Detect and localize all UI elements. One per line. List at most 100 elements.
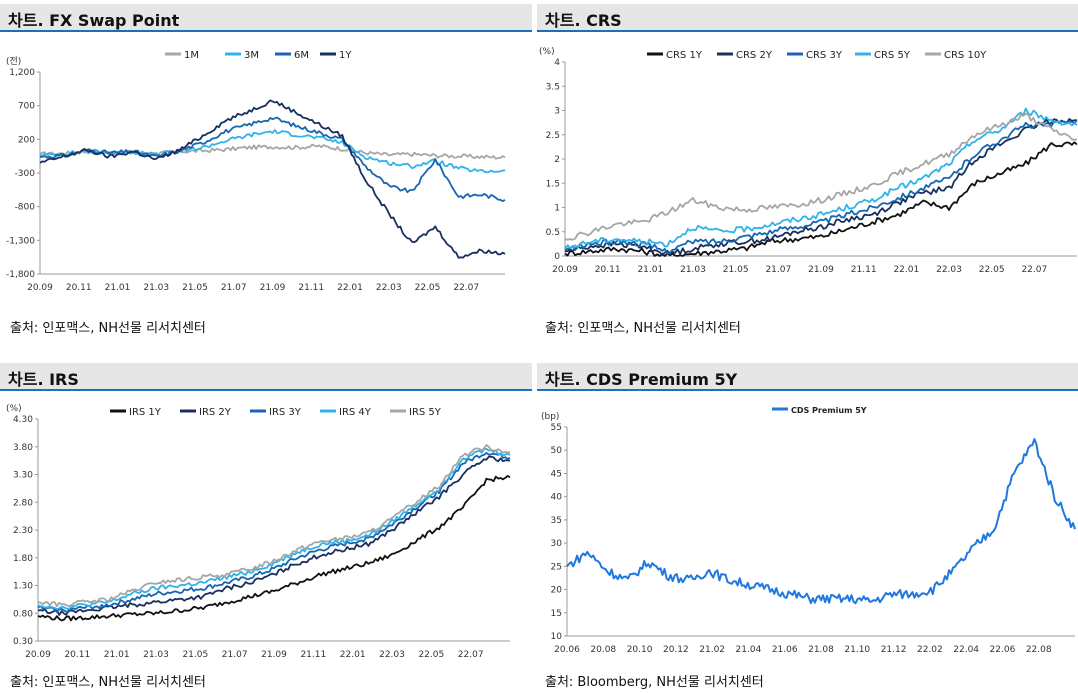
x-tick-label: 20.11	[64, 650, 90, 660]
x-tick-label: 21.03	[143, 283, 169, 293]
y-tick-label: 20	[551, 586, 563, 596]
cds-source: 출처: Bloomberg, NH선물 리서치센터	[545, 675, 764, 690]
x-tick-label: 20.11	[595, 265, 621, 275]
x-tick-label: 21.07	[222, 650, 248, 660]
y-tick-label: 2.5	[546, 131, 560, 141]
x-tick-label: 20.08	[590, 645, 616, 655]
y-tick-label: 200	[18, 135, 35, 145]
x-tick-label: 22.06	[990, 645, 1016, 655]
x-tick-label: 21.01	[104, 650, 130, 660]
x-tick-label: 21.08	[808, 645, 834, 655]
x-tick-label: 20.09	[25, 650, 51, 660]
y-tick-label: 45	[551, 469, 562, 479]
y-tick-label: 35	[551, 516, 562, 526]
x-tick-label: 20.09	[27, 283, 53, 293]
y-tick-label: 4	[554, 58, 560, 68]
series-line	[37, 455, 511, 616]
x-tick-label: 21.03	[143, 650, 169, 660]
y-tick-label: 1	[554, 204, 560, 214]
legend-label: 1Y	[339, 50, 352, 61]
x-tick-label: 21.12	[881, 645, 907, 655]
y-tick-label: 700	[18, 102, 35, 112]
y-tick-label: 0.30	[13, 637, 33, 647]
irs-chart: (%)4.30 3.80 3.30 2.80 2.30 1.80 1.30 0.80 0.30 2…	[6, 404, 511, 660]
y-tick-label: 3.5	[546, 82, 560, 92]
fx-swap-source: 출처: 인포맥스, NH선물 리서치센터	[10, 321, 206, 336]
y-tick-label: 10	[551, 632, 563, 642]
series-line	[564, 141, 1078, 257]
y-tick-label: 3.80	[13, 443, 33, 453]
y-tick-label: 0.80	[13, 609, 33, 619]
x-tick-label: 21.09	[260, 283, 286, 293]
unit-label: (bp)	[541, 412, 559, 422]
x-tick-label: 21.07	[765, 265, 791, 275]
series-line	[564, 119, 1078, 255]
legend-label: IRS 4Y	[339, 407, 372, 418]
y-tick-label: 2.30	[13, 526, 33, 536]
fx-swap-header: 차트. FX Swap Point	[0, 4, 532, 32]
x-tick-label: 22.01	[340, 650, 366, 660]
y-tick-label: -1,300	[6, 236, 35, 246]
x-tick-label: 21.04	[736, 645, 762, 655]
legend-label: IRS 3Y	[269, 407, 302, 418]
x-tick-label: 21.11	[298, 283, 324, 293]
crs-panel: 차트. CRS (%) 4 3.5 3 2.5 2 1.5 1 0.5 0 20.09 20.11 21…	[537, 4, 1078, 344]
y-tick-label: -1,800	[6, 270, 35, 280]
y-tick-label: 50	[551, 446, 563, 456]
y-tick-label: 1.5	[546, 179, 560, 189]
legend-label: CDS Premium 5Y	[791, 406, 867, 415]
x-tick-label: 20.10	[627, 645, 653, 655]
unit-label: (전)	[6, 56, 21, 67]
legend-label: IRS 5Y	[409, 407, 442, 418]
legend-label: IRS 2Y	[199, 407, 232, 418]
crs-source: 출처: 인포맥스, NH선물 리서치센터	[545, 321, 741, 336]
x-tick-label: 21.01	[637, 265, 663, 275]
series-line	[564, 112, 1077, 241]
series-line	[37, 452, 511, 613]
x-tick-label: 20.11	[66, 283, 92, 293]
series-line	[566, 438, 1076, 605]
x-tick-label: 21.10	[844, 645, 870, 655]
x-tick-label: 21.01	[105, 283, 131, 293]
x-tick-label: 22.07	[453, 283, 479, 293]
x-tick-label: 22.03	[376, 283, 402, 293]
x-tick-label: 21.03	[680, 265, 706, 275]
legend-label: CRS 3Y	[806, 50, 843, 61]
x-tick-label: 21.05	[182, 650, 208, 660]
series-line	[37, 444, 511, 608]
series-line	[39, 143, 506, 160]
y-tick-label: 1.30	[13, 582, 33, 592]
legend-label: CRS 10Y	[944, 50, 987, 61]
x-tick-label: 21.05	[723, 265, 749, 275]
crs-header: 차트. CRS	[537, 4, 1078, 32]
y-tick-label: 55	[551, 423, 562, 433]
y-tick-label: -300	[15, 169, 36, 179]
legend-label: 1M	[184, 50, 199, 61]
legend-label: CRS 5Y	[874, 50, 911, 61]
y-tick-label: 30	[551, 539, 563, 549]
legend-label: CRS 1Y	[666, 50, 703, 61]
irs-source: 출처: 인포맥스, NH선물 리서치센터	[10, 675, 206, 690]
cds-title: 차트. CDS Premium 5Y	[545, 370, 738, 389]
series-line	[39, 99, 506, 259]
y-tick-label: 2	[554, 155, 560, 165]
legend-label: CRS 2Y	[736, 50, 773, 61]
cds-panel: 차트. CDS Premium 5Y (bp) 55 50 45 40 35 30 25 20 1…	[537, 363, 1078, 693]
x-tick-label: 22.04	[953, 645, 979, 655]
x-tick-label: 22.08	[1026, 645, 1052, 655]
x-tick-label: 21.07	[221, 283, 247, 293]
x-tick-label: 21.02	[699, 645, 725, 655]
crs-chart: (%)4 3.5 3 2.5 2 1.5 1 0.5 0 20.09 20.11 21.01 21.03…	[539, 47, 1078, 275]
cds-header: 차트. CDS Premium 5Y	[537, 363, 1078, 391]
x-tick-label: 21.09	[261, 650, 287, 660]
fx-swap-panel: 차트. FX Swap Point (전) 1,200 700 200 -300 -800…	[0, 4, 532, 344]
x-tick-label: 22.07	[1021, 265, 1047, 275]
y-tick-label: 25	[551, 562, 562, 572]
fx-swap-chart: (전)1,200 700 200 -300 -800 -1,300 -1,800 20.09 2…	[6, 50, 506, 293]
x-tick-label: 20.12	[663, 645, 689, 655]
x-tick-label: 21.06	[772, 645, 798, 655]
y-tick-label: 3.30	[13, 471, 33, 481]
x-tick-label: 22.05	[415, 283, 441, 293]
y-tick-label: 0	[554, 252, 560, 262]
y-tick-label: 0.5	[546, 228, 560, 238]
